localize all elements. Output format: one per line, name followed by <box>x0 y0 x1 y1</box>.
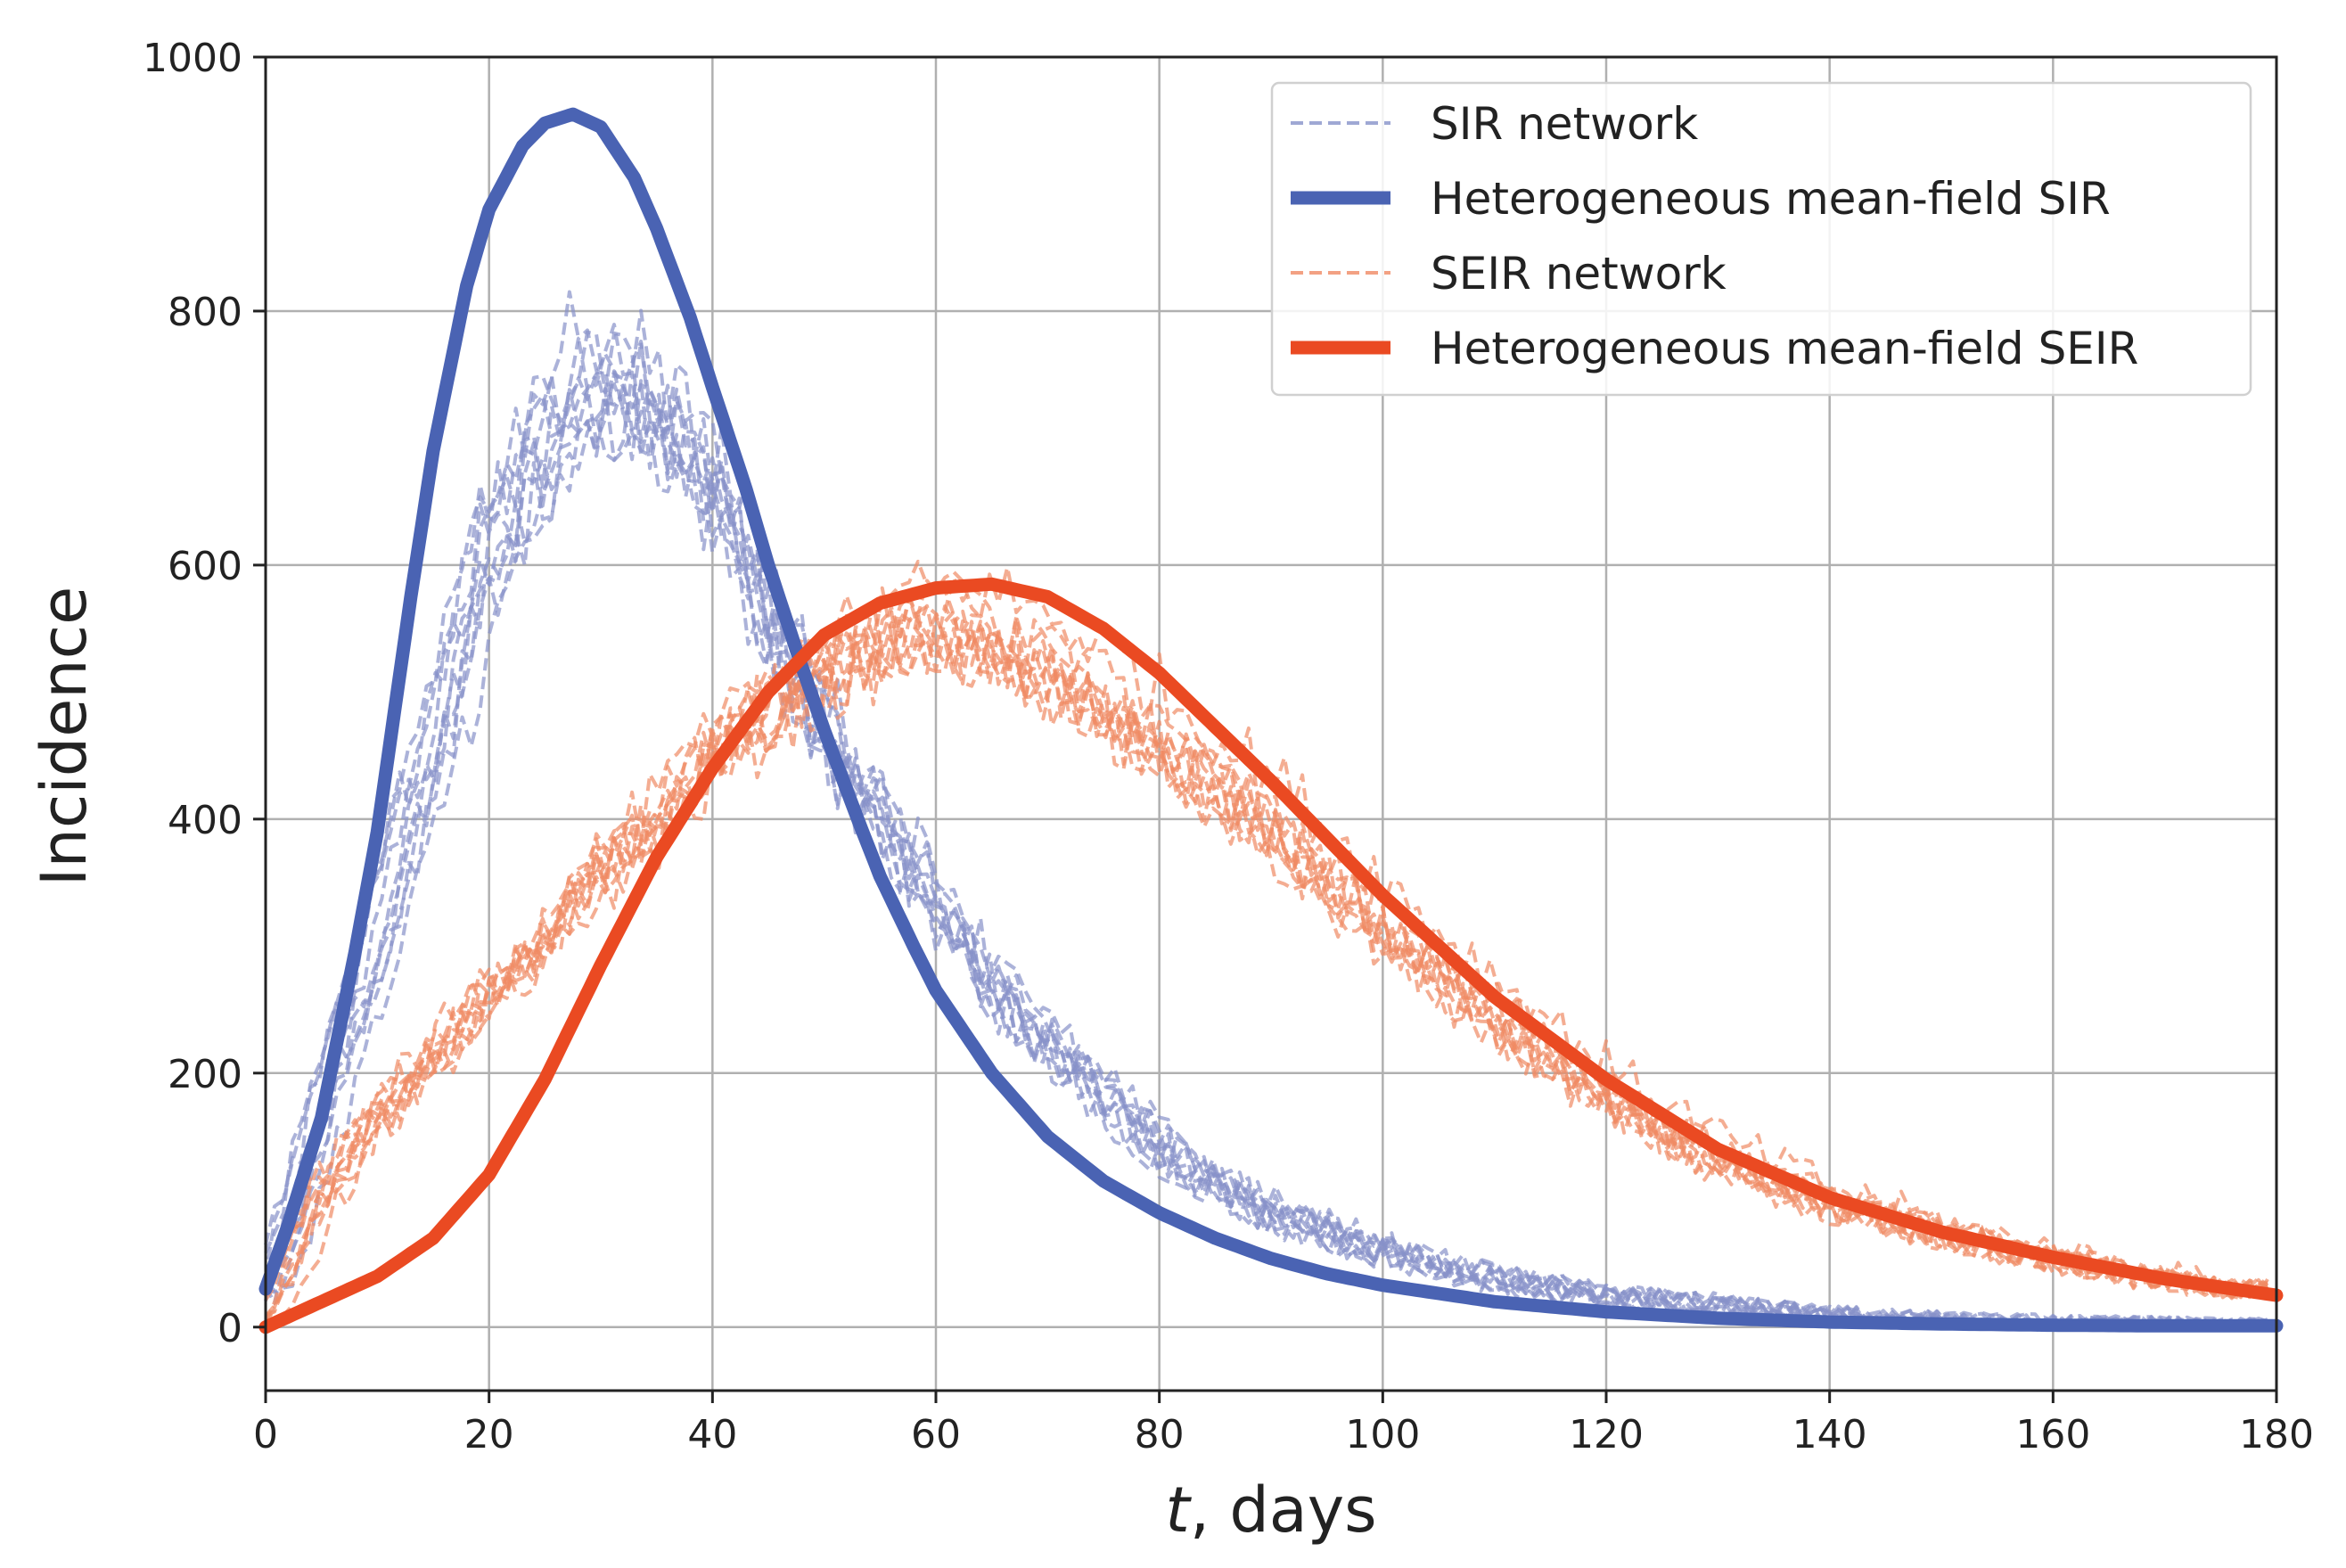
y-tick-label: 0 <box>217 1306 242 1351</box>
series-sir-network-run <box>264 340 2268 1329</box>
y-axis-title: Incidence <box>28 587 101 886</box>
x-tick-label: 20 <box>464 1412 514 1457</box>
y-tick-label: 600 <box>168 544 242 589</box>
series-seir-network-run <box>264 594 2268 1318</box>
legend-label: Heterogeneous mean-field SEIR <box>1431 323 2138 374</box>
series-seir-network-run <box>264 608 2268 1300</box>
series-sir-network-run <box>264 387 2268 1329</box>
x-tick-label: 140 <box>1792 1412 1867 1457</box>
y-tick-label: 400 <box>168 798 242 843</box>
axis-ticks: 0 20 40 60 80 100 120 140 160 180 0 200 400 600 800 100… <box>143 36 2314 1457</box>
series-sir-mean-field <box>258 107 2284 1333</box>
series-seir-network-run <box>265 616 2268 1317</box>
series-seir-network-run <box>264 579 2268 1293</box>
legend-label: SEIR network <box>1431 248 1727 300</box>
series-seir-network-run <box>264 604 2268 1301</box>
series-sir-network-run <box>264 290 2269 1329</box>
series-seir-mean-field <box>258 577 2284 1334</box>
series-seir-network-run <box>264 610 2269 1326</box>
series-sir-network-run <box>265 392 2269 1329</box>
y-tick-label: 200 <box>168 1052 242 1097</box>
y-tick-label: 1000 <box>143 36 242 81</box>
x-tick-label: 160 <box>2015 1412 2090 1457</box>
series-seir-network-run <box>264 611 2268 1298</box>
x-tick-label: 40 <box>687 1412 737 1457</box>
plot-frame <box>264 55 2278 1392</box>
x-tick-label: 120 <box>1569 1412 1644 1457</box>
legend: SIR network Heterogeneous mean-field SIR S… <box>1270 81 2252 397</box>
x-tick-label: 180 <box>2239 1412 2314 1457</box>
legend-label: SIR network <box>1431 98 1698 150</box>
x-tick-label: 80 <box>1135 1412 1185 1457</box>
series-seir-network-run <box>264 619 2268 1323</box>
x-axis-title: t, days <box>1165 1474 1376 1547</box>
x-tick-label: 60 <box>911 1412 961 1457</box>
y-tick-label: 800 <box>168 290 242 335</box>
x-tick-label: 100 <box>1345 1412 1420 1457</box>
x-tick-label: 0 <box>253 1412 278 1457</box>
plot-series <box>258 107 2284 1334</box>
legend-frame <box>1270 81 2252 397</box>
legend-label: Heterogeneous mean-field SIR <box>1431 173 2111 225</box>
